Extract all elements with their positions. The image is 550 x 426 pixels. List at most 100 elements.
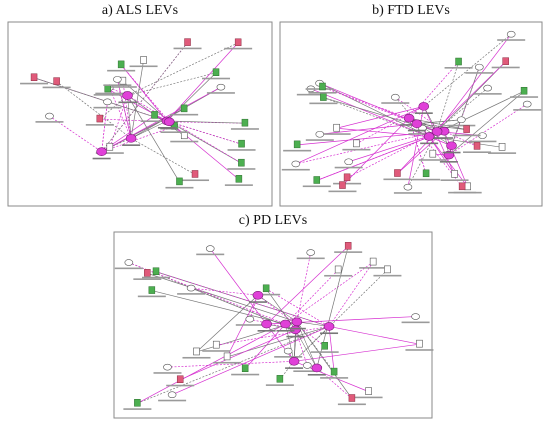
node-label (354, 396, 383, 399)
edge (448, 90, 525, 156)
gene-node (303, 362, 312, 369)
edge (257, 295, 298, 323)
gene-node (291, 160, 301, 168)
node-label (182, 356, 211, 359)
mirna-node (343, 173, 351, 182)
edge (169, 121, 245, 124)
node-label (444, 67, 473, 69)
mirna-node (53, 77, 60, 85)
edge (166, 42, 239, 122)
node-label (95, 92, 124, 95)
hub-node (403, 113, 415, 123)
edge (295, 329, 308, 366)
mirna-node (384, 265, 391, 274)
node-label (177, 293, 206, 295)
node-label (103, 84, 132, 86)
node-label (281, 168, 310, 171)
hub-node (125, 134, 137, 143)
node-label (158, 399, 187, 402)
edge (120, 64, 168, 122)
mirna-node (117, 60, 125, 69)
node-label (227, 168, 256, 170)
panel-frame (113, 231, 433, 419)
node-label (400, 124, 419, 126)
mirna-node (234, 38, 242, 47)
mirna-node (241, 364, 249, 373)
mirna-node (104, 84, 111, 93)
node-label (285, 367, 304, 369)
edge (416, 119, 462, 125)
edge (328, 261, 374, 327)
edge (316, 130, 445, 181)
edge (328, 326, 420, 345)
edge (122, 81, 132, 139)
node-label (157, 126, 176, 129)
node-label (337, 403, 366, 406)
hub-node (290, 325, 301, 335)
gene-node (45, 112, 54, 120)
edge (166, 120, 245, 124)
edge (101, 126, 175, 153)
gene-node (283, 347, 293, 355)
node-label (324, 274, 353, 277)
gene-node (167, 391, 177, 399)
panel-title: b) FTD LEVs (372, 3, 450, 18)
mirna-node (241, 118, 249, 127)
gene-node (457, 116, 466, 124)
edge (226, 295, 259, 358)
edge (127, 95, 242, 164)
mirna-node (455, 57, 462, 66)
mirna-node (238, 139, 245, 148)
edge (443, 130, 478, 147)
node-label (248, 301, 267, 303)
gene-node (103, 98, 112, 106)
hub-node (252, 290, 264, 300)
edge (408, 118, 427, 174)
edge (319, 82, 430, 137)
node-label (293, 370, 322, 372)
hub-node (288, 357, 300, 366)
mirna-node (152, 267, 160, 275)
node-label (202, 77, 231, 80)
edge (342, 117, 410, 186)
edge (130, 60, 144, 139)
edge (127, 72, 217, 96)
mirna-node (96, 114, 104, 123)
mirna-node (151, 111, 158, 119)
edge (295, 131, 438, 165)
hub-node (446, 141, 457, 151)
node-label (224, 47, 253, 50)
node-label (513, 109, 542, 111)
mirna-node (176, 375, 184, 383)
node-label (448, 191, 477, 194)
edge (436, 61, 459, 132)
node-label (227, 149, 256, 151)
node-label (129, 65, 158, 68)
edge (395, 96, 445, 132)
node-label (114, 267, 143, 270)
edge (423, 106, 438, 132)
edge (147, 273, 297, 323)
node-label (170, 140, 199, 143)
mirna-node (321, 342, 328, 350)
node-label (305, 139, 334, 141)
node-label (92, 157, 111, 160)
mirna-node (148, 286, 156, 294)
mirna-node (463, 125, 470, 133)
mirna-node (473, 142, 481, 150)
node-label (173, 47, 202, 50)
node-label (35, 121, 64, 123)
node-label (463, 151, 492, 153)
node-label (287, 327, 306, 330)
node-label (166, 384, 195, 387)
node-label (142, 276, 171, 279)
node-label (440, 179, 469, 181)
panel-title: c) PD LEVs (239, 213, 307, 228)
hub-node (423, 132, 435, 141)
edge (293, 326, 330, 362)
node-label (160, 127, 179, 130)
mirna-node (344, 242, 352, 250)
mirna-node (212, 68, 220, 76)
node-label (123, 408, 152, 410)
